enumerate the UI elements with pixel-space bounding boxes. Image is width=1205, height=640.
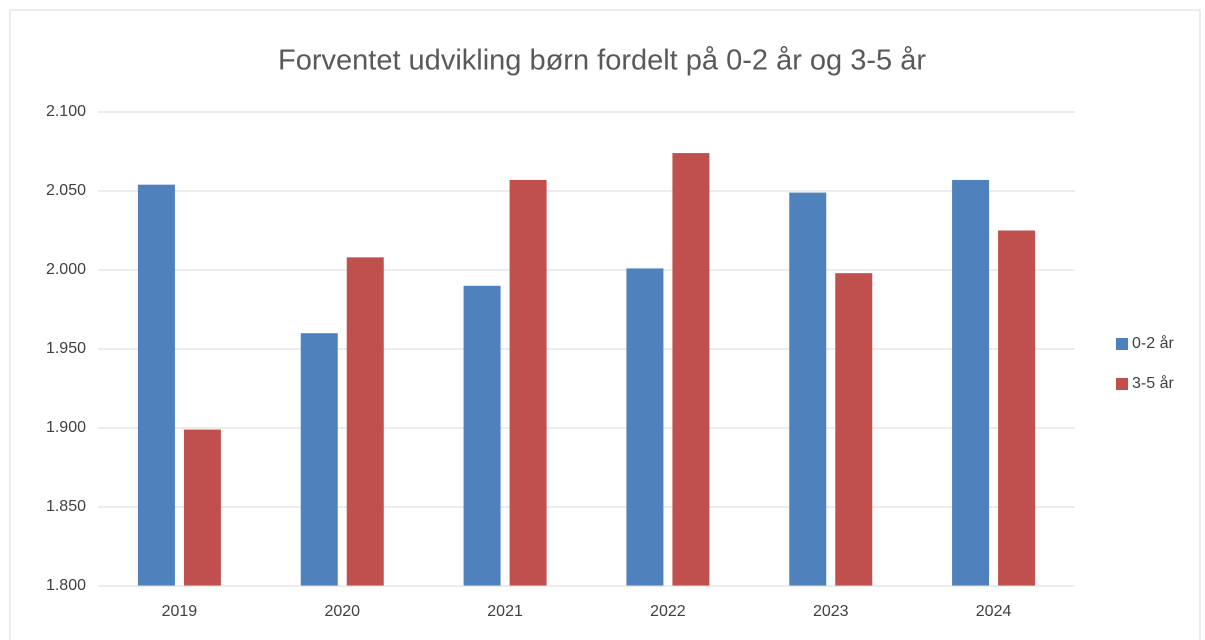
y-tick-label: 2.100 — [46, 103, 86, 120]
bar — [509, 179, 547, 586]
legend-label: 0-2 år — [1132, 334, 1174, 352]
bar — [626, 268, 664, 586]
x-tick-label: 2019 — [162, 603, 198, 620]
chart-title: Forventet udvikling børn fordelt på 0-2 … — [278, 45, 926, 77]
bar — [346, 257, 384, 586]
bar — [183, 429, 221, 586]
y-tick-label: 2.000 — [46, 261, 86, 278]
y-tick-label: 1.850 — [46, 498, 86, 515]
bar — [463, 285, 501, 586]
bar — [300, 333, 338, 586]
x-tick-label: 2023 — [813, 603, 849, 620]
y-tick-label: 1.950 — [46, 340, 86, 357]
y-tick-label: 1.900 — [46, 419, 86, 436]
x-tick-label: 2021 — [487, 603, 523, 620]
legend-swatch — [1116, 378, 1128, 390]
x-tick-label: 2020 — [324, 603, 360, 620]
bar — [952, 179, 990, 586]
bar — [672, 153, 710, 586]
y-tick-label: 1.800 — [46, 577, 86, 594]
x-tick-label: 2022 — [650, 603, 686, 620]
legend-swatch — [1116, 338, 1128, 350]
bar — [835, 273, 873, 586]
bar — [998, 230, 1036, 586]
bar — [137, 184, 175, 586]
x-tick-label: 2024 — [976, 603, 1012, 620]
bar — [789, 192, 827, 586]
y-tick-label: 2.050 — [46, 182, 86, 199]
legend-label: 3-5 år — [1132, 374, 1174, 392]
